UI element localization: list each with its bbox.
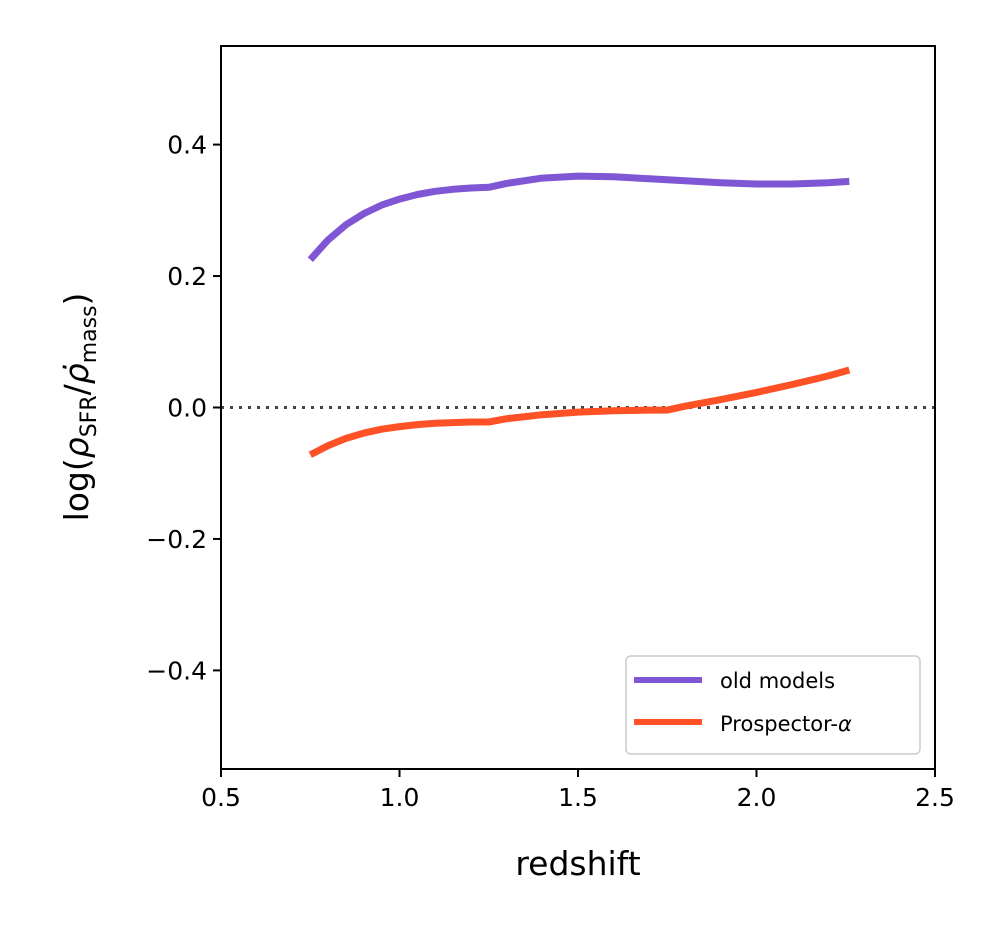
y-axis-label: log(ρSFR/ρ̇mass) bbox=[57, 293, 102, 522]
series-layer bbox=[307, 172, 851, 458]
y-tick-label: −0.4 bbox=[146, 656, 207, 685]
x-tick-label: 0.5 bbox=[201, 783, 241, 812]
x-tick-label: 2.5 bbox=[915, 783, 955, 812]
y-axis: −0.4 −0.2 0.0 0.2 0.4 bbox=[146, 131, 221, 685]
x-tick-label: 2.0 bbox=[737, 783, 777, 812]
legend-label-old-models: old models bbox=[720, 669, 835, 693]
x-axis-label: redshift bbox=[515, 844, 640, 883]
x-axis: 0.5 1.0 1.5 2.0 2.5 bbox=[201, 769, 955, 812]
x-tick-label: 1.5 bbox=[558, 783, 598, 812]
y-tick-label: 0.4 bbox=[167, 131, 207, 160]
y-tick-label: −0.2 bbox=[146, 525, 207, 554]
y-tick-label: 0.0 bbox=[167, 394, 207, 423]
x-tick-label: 1.0 bbox=[380, 783, 420, 812]
legend-label-prospector: Prospector-α bbox=[720, 712, 852, 736]
legend: old models Prospector-α bbox=[625, 655, 921, 755]
series-line-1 bbox=[308, 366, 851, 458]
y-tick-label: 0.2 bbox=[167, 262, 207, 291]
series-line-0 bbox=[307, 172, 850, 262]
